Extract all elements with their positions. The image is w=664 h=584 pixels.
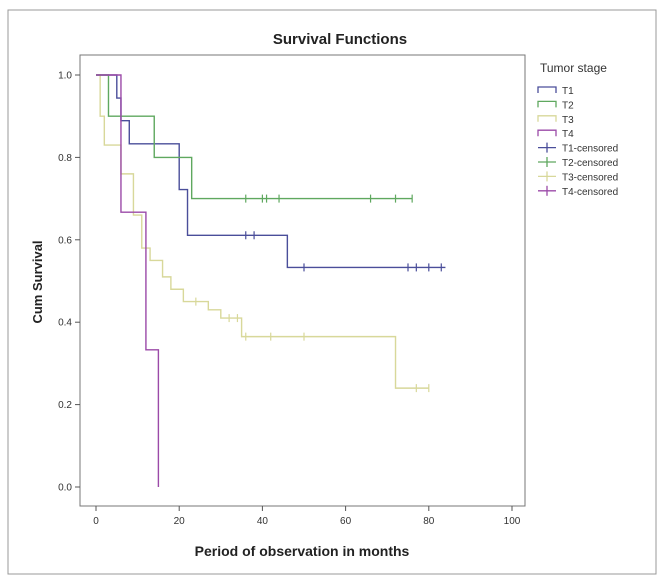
y-tick-label: 0.6: [58, 235, 72, 246]
curve-t2: [96, 74, 413, 200]
plot-area: [79, 54, 526, 507]
legend-label: T2-censored: [562, 158, 618, 169]
legend-swatch: [537, 86, 557, 93]
x-tick-label: 60: [340, 516, 352, 527]
y-tick-label: 0.4: [58, 318, 72, 329]
y-tick-label: 0.8: [58, 153, 72, 164]
legend-label: T4-censored: [562, 187, 618, 198]
y-axis-label: Cum Survival: [30, 240, 45, 323]
legend-label: T2: [562, 100, 574, 111]
legend: Tumor stage T1 T2 T3 T4 T1-censored T2-censor…: [537, 61, 618, 198]
y-tick-label: 0.0: [58, 483, 72, 494]
x-tick-label: 80: [423, 516, 435, 527]
legend-label: T3-censored: [562, 172, 618, 183]
y-tick-label: 1.0: [58, 71, 72, 82]
x-tick-label: 40: [257, 516, 269, 527]
x-tick-label: 100: [504, 516, 521, 527]
y-tick-label: 0.2: [58, 400, 72, 411]
chart-title: Survival Functions: [273, 31, 407, 48]
curve-t3: [96, 74, 429, 389]
legend-title: Tumor stage: [540, 61, 607, 75]
curve-t4: [96, 74, 160, 487]
legend-swatch: [537, 115, 557, 122]
legend-label: T3: [562, 115, 574, 126]
legend-label: T4: [562, 129, 574, 140]
x-tick-label: 0: [93, 516, 99, 527]
legend-label: T1-censored: [562, 144, 618, 155]
legend-label: T1: [562, 86, 574, 97]
x-axis-label: Period of observation in months: [195, 543, 410, 559]
x-tick-label: 20: [174, 516, 186, 527]
survival-curves: [96, 74, 446, 487]
y-axis-ticks: 0.0 0.2 0.4 0.6 0.8 1.0: [58, 71, 80, 494]
x-axis-ticks: 0 20 40 60 80 100: [93, 506, 521, 527]
legend-swatch: [537, 100, 557, 108]
legend-swatch: [537, 129, 557, 137]
